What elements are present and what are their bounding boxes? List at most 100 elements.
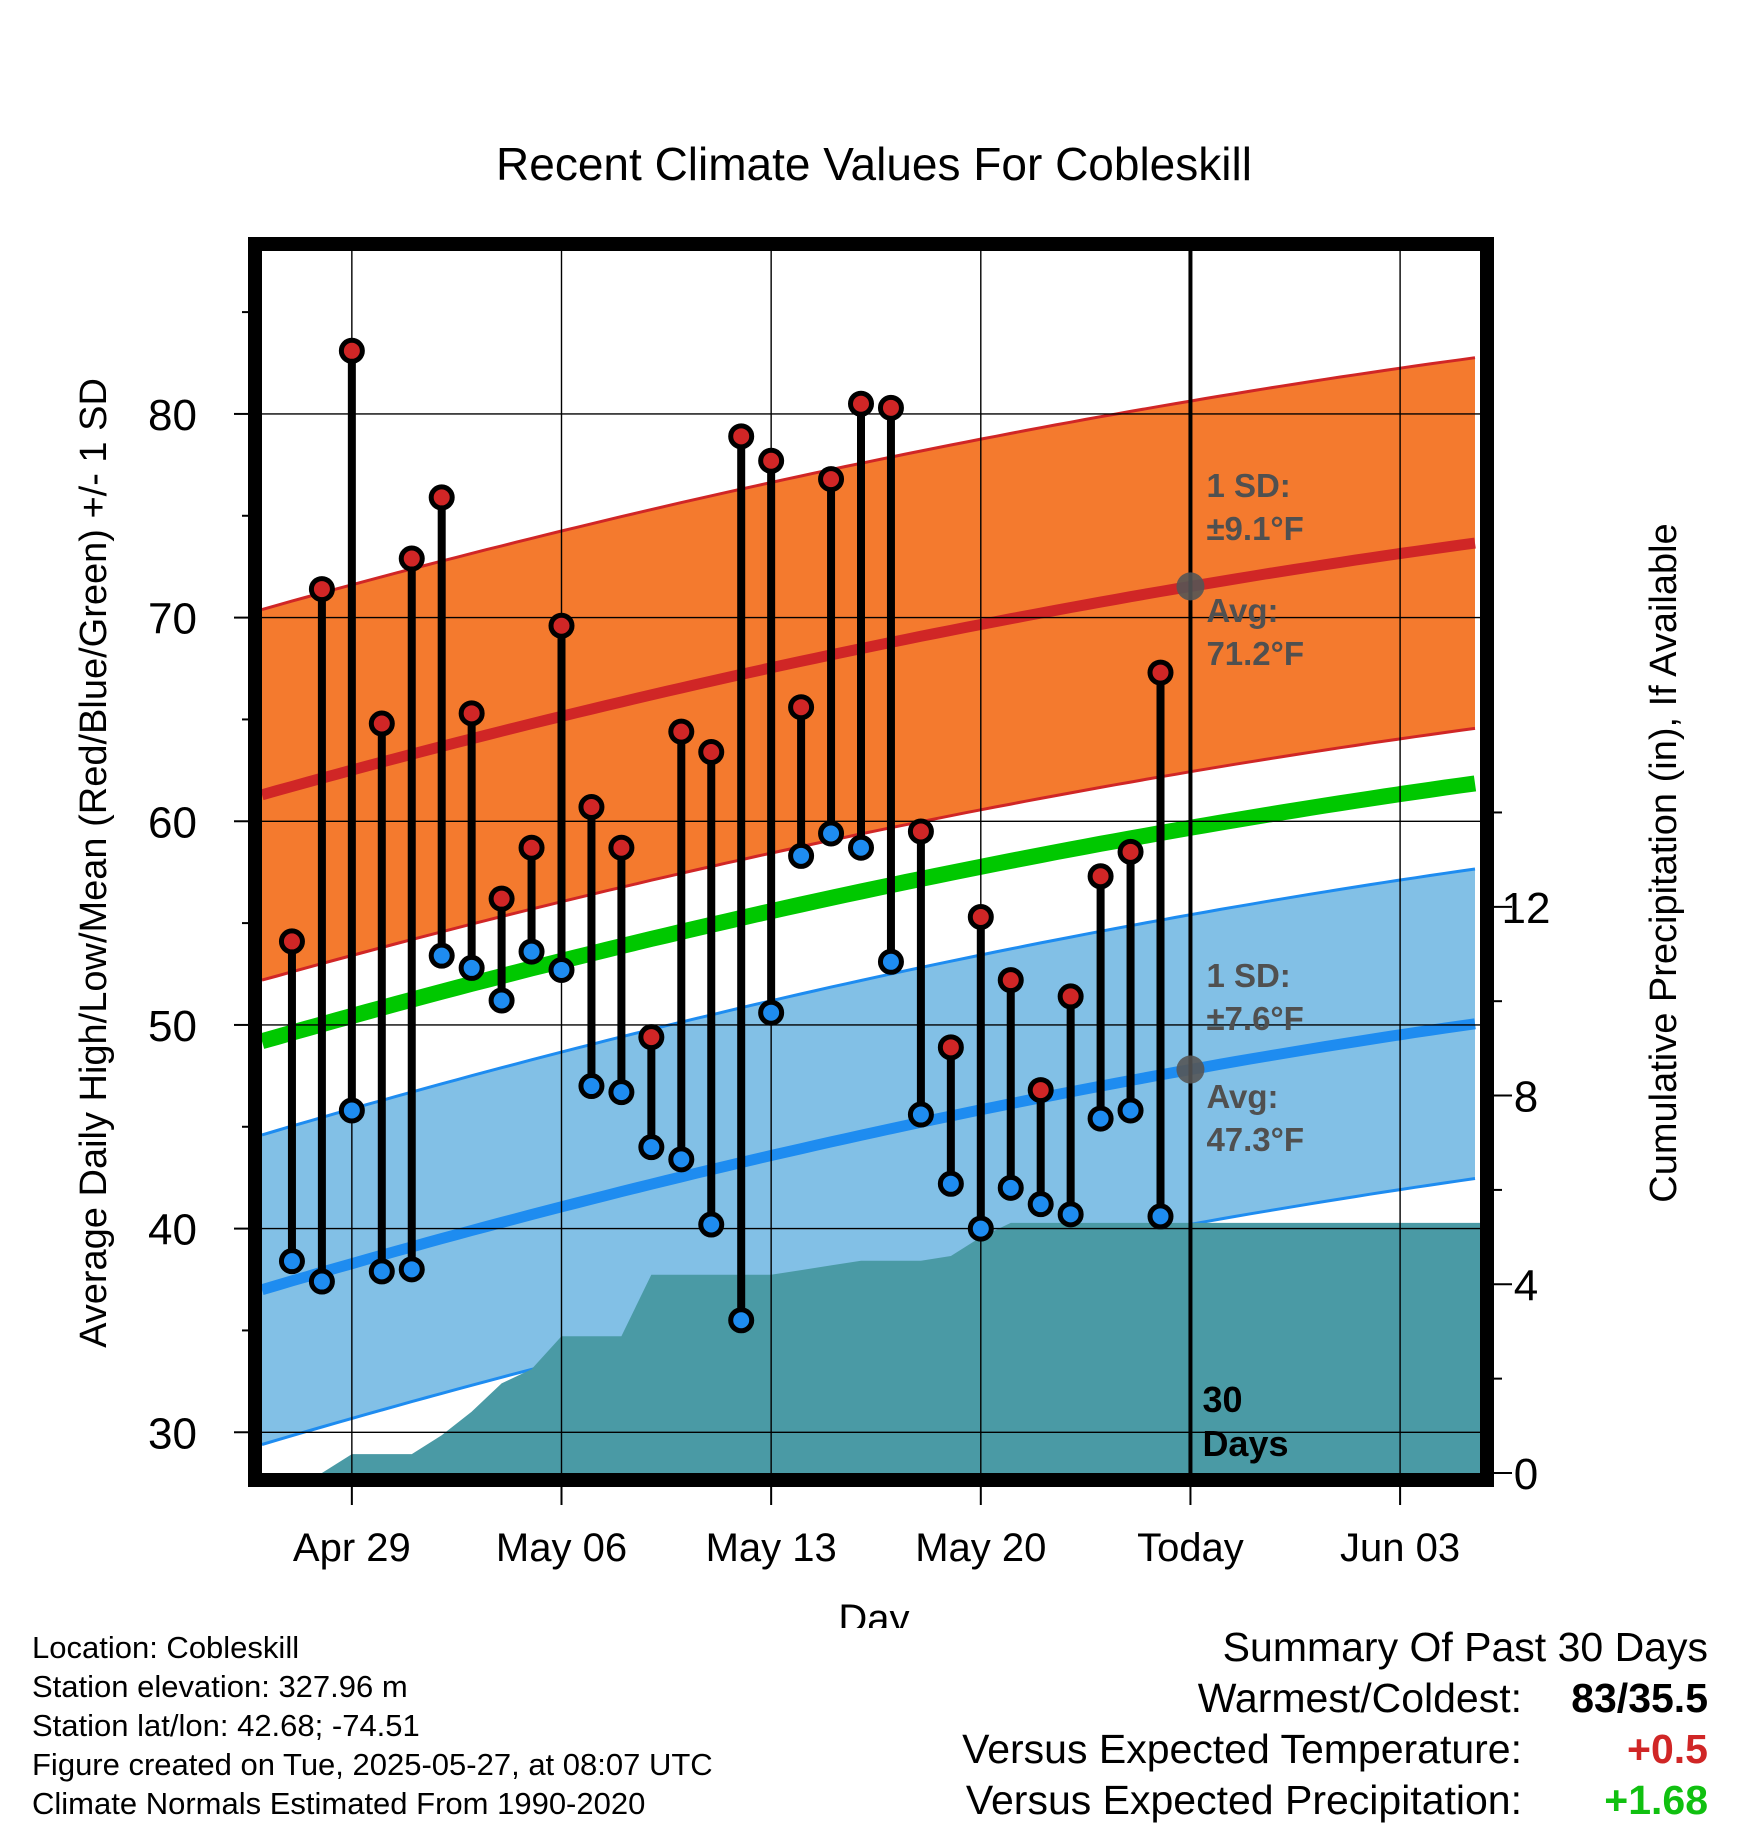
y2-tick-label: 8 — [1514, 1073, 1538, 1122]
high-point — [818, 466, 845, 493]
low-point — [788, 842, 815, 869]
temp-label: Versus Expected Temperature: — [962, 1726, 1522, 1772]
high-point — [698, 739, 725, 766]
axes: 30 40 50 60 70 80 0 4 8 12 Apr 29 May 06 May 13 May 2… — [148, 237, 1551, 1570]
low-avg-label: Avg: — [1206, 1078, 1278, 1115]
x-tick-label: Jun 03 — [1340, 1526, 1460, 1570]
high-point — [1027, 1077, 1054, 1104]
low-point — [428, 942, 455, 969]
low-point — [338, 1097, 365, 1124]
low-point — [548, 956, 575, 983]
created-text: Figure created on Tue, 2025-05-27, at 08… — [32, 1747, 713, 1782]
y-tick-label: 30 — [148, 1409, 197, 1458]
low-point — [668, 1146, 695, 1173]
y-tick-label: 80 — [148, 391, 197, 440]
low-point — [1027, 1191, 1054, 1218]
high-point — [578, 794, 605, 821]
low-point — [848, 834, 874, 861]
low-point — [698, 1211, 725, 1238]
today-count-unit: Days — [1202, 1423, 1288, 1464]
high-sd-lower-line — [262, 726, 1476, 982]
precip-label: Versus Expected Precipitation: — [965, 1777, 1522, 1823]
high-point — [488, 885, 515, 912]
high-point — [848, 390, 874, 417]
low-avg-marker — [1176, 1055, 1205, 1084]
high-point — [308, 576, 335, 603]
low-point — [967, 1215, 994, 1242]
low-point — [907, 1101, 934, 1128]
low-sd-value: ±7.6°F — [1206, 1000, 1303, 1037]
low-point — [1147, 1203, 1174, 1230]
x-tick-label: Apr 29 — [293, 1526, 411, 1570]
high-point — [997, 967, 1024, 994]
low-point — [368, 1258, 395, 1285]
y-axis-label: Average Daily High/Low/Mean (Red/Blue/Gr… — [73, 378, 115, 1348]
mean-normal-line — [262, 775, 1477, 1049]
y-tick-label: 60 — [148, 798, 197, 847]
normals-text: Climate Normals Estimated From 1990-2020 — [32, 1786, 646, 1821]
y2-tick-label: 0 — [1514, 1450, 1538, 1499]
chart-title: Recent Climate Values For Cobleskill — [496, 138, 1252, 190]
high-point — [728, 423, 755, 450]
low-point — [638, 1134, 665, 1161]
high-point — [368, 710, 395, 737]
high-point — [788, 694, 815, 721]
low-point — [398, 1256, 425, 1283]
y-tick-label: 70 — [148, 595, 197, 644]
high-point — [608, 834, 635, 861]
low-point — [877, 948, 904, 975]
low-point — [997, 1174, 1024, 1201]
x-tick-label: May 13 — [706, 1526, 837, 1570]
low-point — [1057, 1201, 1084, 1228]
high-point — [518, 834, 545, 861]
warm-cold-value: 83/35.5 — [1571, 1675, 1708, 1721]
high-point — [668, 718, 695, 745]
location-text: Location: Cobleskill — [32, 1630, 300, 1665]
plot-content: 1 SD: ±9.1°F Avg: 71.2°F 1 SD: ±7.6°F Avg: 47.3… — [262, 251, 1480, 1473]
y2-axis-label: Cumulative Precipitation (in), If Availa… — [1643, 523, 1685, 1202]
low-sd-band — [262, 869, 1475, 1445]
high-point — [428, 484, 455, 511]
y2-tick-label: 4 — [1514, 1261, 1538, 1310]
x-tick-label: May 20 — [915, 1526, 1046, 1570]
low-point — [937, 1170, 964, 1197]
high-point — [937, 1034, 964, 1061]
low-point — [518, 938, 545, 965]
low-point — [278, 1248, 305, 1275]
low-point — [488, 987, 515, 1014]
elevation-text: Station elevation: 327.96 m — [32, 1669, 408, 1704]
low-point — [818, 820, 845, 847]
precip-value: +1.68 — [1604, 1777, 1708, 1823]
high-point — [1087, 863, 1114, 890]
low-point — [1117, 1097, 1144, 1124]
high-sd-value: ±9.1°F — [1206, 510, 1303, 547]
low-sd-upper-line — [262, 867, 1476, 1137]
low-point — [1087, 1105, 1114, 1132]
high-point — [758, 447, 785, 474]
low-avg-line — [262, 1018, 1476, 1295]
high-point — [907, 818, 934, 845]
x-tick-label: Today — [1137, 1526, 1244, 1570]
high-point — [877, 394, 904, 421]
low-point — [578, 1073, 605, 1100]
y2-tick-label: 12 — [1502, 884, 1551, 933]
temp-value: +0.5 — [1627, 1726, 1708, 1772]
high-avg-marker — [1176, 572, 1205, 601]
high-point — [278, 928, 305, 955]
y-tick-label: 40 — [148, 1206, 197, 1255]
plot-frame — [248, 237, 1494, 1487]
high-point — [1147, 659, 1174, 686]
high-sd-upper-line — [262, 356, 1476, 611]
summary-panel: Summary Of Past 30 Days Warmest/Coldest:… — [962, 1622, 1708, 1826]
high-point — [1117, 838, 1144, 865]
low-avg-value: 47.3°F — [1206, 1121, 1304, 1158]
low-sd-label: 1 SD: — [1206, 957, 1290, 994]
high-point — [458, 700, 485, 727]
low-point — [728, 1307, 755, 1334]
x-tick-label: May 06 — [496, 1526, 627, 1570]
high-sd-label: 1 SD: — [1206, 467, 1290, 504]
low-point — [758, 999, 785, 1026]
high-avg-label: Avg: — [1206, 592, 1278, 629]
today-count-number: 30 — [1202, 1379, 1242, 1420]
high-point — [338, 337, 365, 364]
